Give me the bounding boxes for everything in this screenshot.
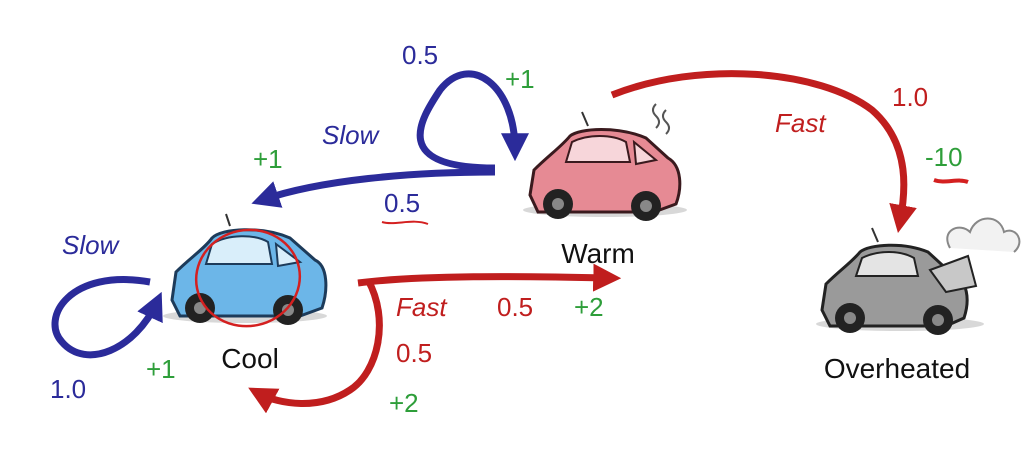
warm-to-overheated-reward-label: -10	[925, 142, 963, 172]
warm-slow-self-reward-label: +1	[505, 64, 535, 94]
warm-car-icon	[523, 103, 687, 221]
warm-to-overheated-fast-arrow	[610, 70, 917, 234]
warm-to-cool-slow-arrow	[251, 168, 496, 208]
cool-slow-self-loop-arrow	[51, 276, 163, 359]
cool-to-warm-fast-arrow	[357, 263, 622, 292]
state-label-warm: Warm	[561, 238, 635, 269]
cool-slow-prob-label: 1.0	[50, 374, 86, 404]
warm-to-cool-action-label: Slow	[322, 120, 381, 150]
cool-car-icon	[163, 213, 328, 325]
warm-slow-self-prob-label: 0.5	[402, 40, 438, 70]
cool-fast-self-prob-label: 0.5	[396, 338, 432, 368]
annotation-circle	[194, 228, 302, 328]
cool-fast-self-arrow	[248, 278, 383, 414]
warm-to-cool-prob-label: 0.5	[384, 188, 420, 218]
state-label-cool: Cool	[221, 343, 279, 374]
cool-to-warm-action-label: Fast	[396, 292, 448, 322]
state-label-overheated: Overheated	[824, 353, 970, 384]
cool-to-warm-reward-label: +2	[574, 292, 604, 322]
warm-to-overheated-action-label: Fast	[775, 108, 827, 138]
warm-slow-self-loop-arrow	[416, 70, 529, 172]
annotation-underline	[381, 220, 429, 225]
warm-to-cool-reward-label: +1	[253, 144, 283, 174]
cool-to-warm-prob-label: 0.5	[497, 292, 533, 322]
cool-fast-self-reward-label: +2	[389, 388, 419, 418]
overheated-car-icon	[816, 217, 1021, 335]
cool-slow-reward-label: +1	[146, 354, 176, 384]
cool-slow-action-label: Slow	[62, 230, 121, 260]
warm-to-overheated-prob-label: 1.0	[892, 82, 928, 112]
annotation-mark	[933, 178, 969, 184]
